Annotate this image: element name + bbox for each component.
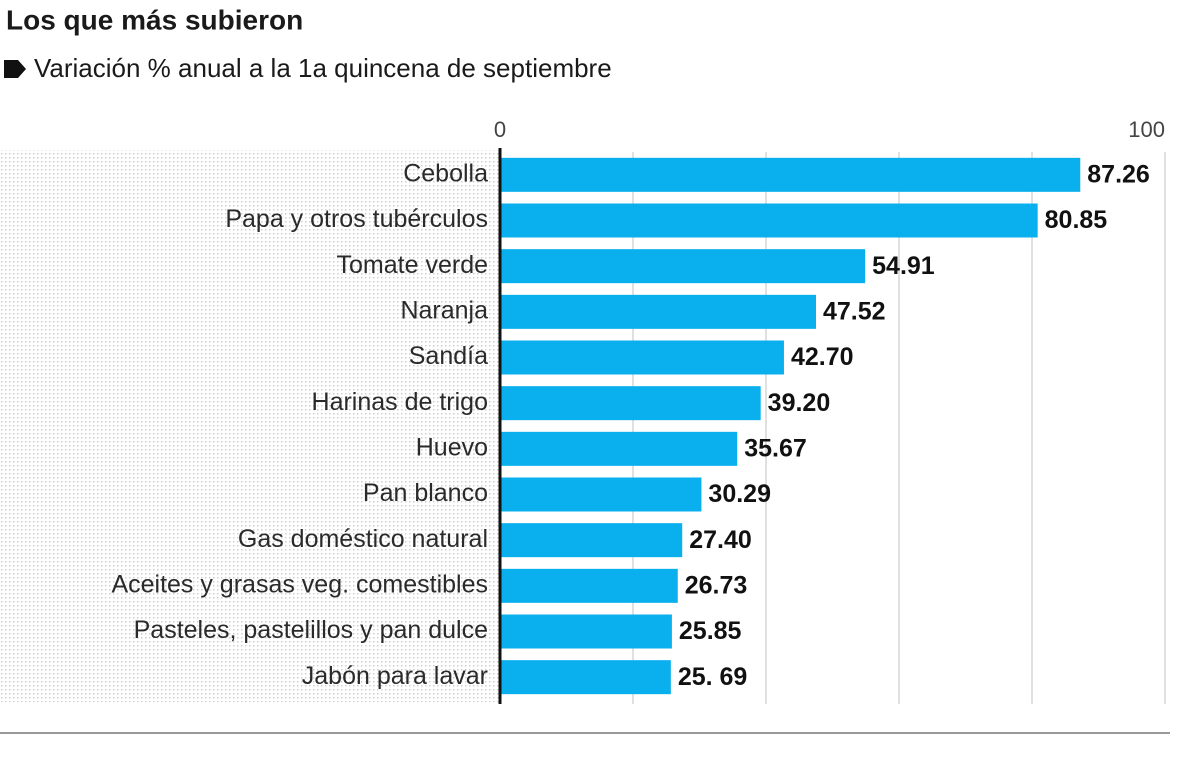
category-label: Sandía (409, 342, 488, 370)
bar (500, 249, 866, 284)
value-label: 35.67 (744, 434, 807, 462)
bar (500, 340, 784, 375)
value-label: 26.73 (685, 571, 748, 599)
value-label: 80.85 (1045, 206, 1108, 234)
category-label: Tomate verde (337, 251, 488, 279)
x-tick-label: 0 (494, 117, 506, 142)
bar (500, 203, 1038, 238)
category-label: Huevo (416, 433, 488, 461)
value-label: 25. 69 (678, 663, 748, 691)
value-label: 42.70 (791, 343, 854, 371)
category-label: Aceites y grasas veg. comestibles (111, 570, 488, 598)
dotted-background (0, 150, 500, 702)
x-tick-label: 100 (1128, 117, 1165, 142)
value-label: 54.91 (872, 252, 935, 280)
bar (500, 568, 678, 603)
category-label: Pan blanco (363, 479, 488, 507)
value-label: 30.29 (708, 480, 771, 508)
value-label: 25.85 (679, 617, 742, 645)
bar (500, 477, 702, 512)
bar (500, 523, 683, 558)
bar (500, 157, 1081, 192)
bar (500, 294, 817, 329)
value-label: 47.52 (823, 297, 886, 325)
bar (500, 431, 738, 466)
bar (500, 660, 671, 695)
value-label: 27.40 (689, 526, 752, 554)
bar (500, 386, 761, 421)
category-label: Pasteles, pastelillos y pan dulce (134, 616, 488, 644)
category-label: Gas doméstico natural (238, 525, 488, 553)
value-label: 39.20 (768, 389, 831, 417)
chart-title: Los que más subieron (6, 4, 303, 35)
chart-subtitle: Variación % anual a la 1a quincena de se… (34, 53, 612, 83)
subtitle-marker (4, 60, 26, 78)
value-label: 87.26 (1087, 160, 1150, 188)
category-label: Papa y otros tubérculos (225, 205, 488, 233)
category-label: Jabón para lavar (302, 662, 488, 690)
category-label: Naranja (400, 296, 488, 324)
bar (500, 614, 672, 649)
category-label: Cebolla (403, 159, 488, 187)
category-label: Harinas de trigo (312, 388, 488, 416)
